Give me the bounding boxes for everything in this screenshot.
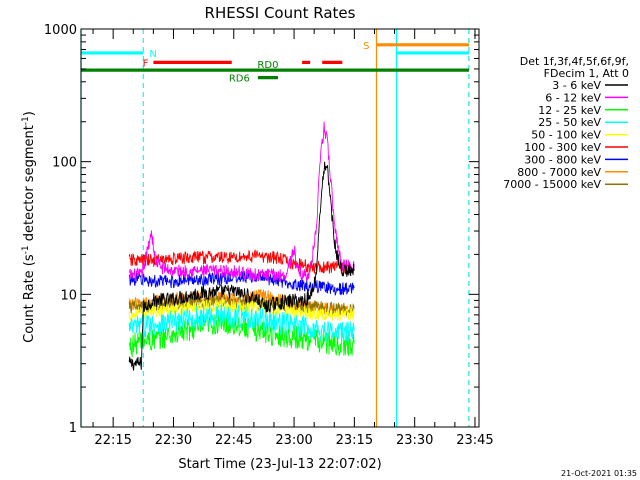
legend-label-100-300-kev: 100 - 300 keV	[524, 141, 601, 154]
plot-area	[80, 29, 470, 427]
y-label-part-3: )	[22, 111, 37, 116]
x-tick-label-23-45: 23:45	[456, 433, 493, 448]
flag-label-f: F	[143, 58, 149, 69]
series-line-25-50-kev	[128, 302, 355, 343]
x-axis-label: Start Time (23-Jul-13 22:07:02)	[178, 457, 381, 472]
chart-title: RHESSI Count Rates	[205, 4, 356, 22]
y-tick-label-100: 100	[52, 156, 77, 171]
y-label-sup-2: -1	[21, 116, 31, 125]
legend-header-line-2: FDecim 1, Att 0	[544, 67, 629, 80]
flag-label-rd6: RD6	[229, 74, 250, 85]
series-line-6-12-kev	[128, 121, 355, 282]
y-tick-label-10: 10	[60, 288, 77, 303]
legend-label-25-50-kev: 25 - 50 keV	[538, 116, 601, 129]
x-tick-label-23-30: 23:30	[396, 433, 433, 448]
series-line-7000-15000-kev	[128, 294, 355, 317]
y-label-part-1: Count Rate (s	[22, 254, 37, 343]
legend-label-6-12-kev: 6 - 12 keV	[545, 91, 601, 104]
x-tick-label-22-30: 22:30	[155, 433, 192, 448]
x-tick-label-22-45: 22:45	[215, 433, 252, 448]
flag-bars: N S F RD0 RD6	[81, 41, 469, 85]
flag-label-rd0: RD0	[257, 60, 278, 71]
legend: Det 1f,3f,4f,5f,6f,9f, FDecim 1, Att 0 3…	[503, 55, 629, 191]
x-tick-label-23-00: 23:00	[275, 433, 312, 448]
flag-label-n: N	[149, 49, 156, 60]
y-tick-label-1000: 1000	[44, 23, 77, 38]
legend-label-300-800-kev: 300 - 800 keV	[524, 153, 601, 166]
flag-label-s: S	[363, 41, 369, 52]
legend-label-3-6-kev: 3 - 6 keV	[552, 79, 601, 92]
axes: 1 10 100 1000 22:15 22:30 22:45 23:00 23:15 23:30…	[44, 23, 494, 448]
legend-label-7000-15000-kev: 7000 - 15000 keV	[503, 178, 601, 191]
footer-timestamp: 21-Oct-2021 01:35	[561, 469, 637, 478]
legend-label-50-100-kev: 50 - 100 keV	[531, 129, 601, 142]
series-line-12-25-kev	[128, 311, 355, 358]
y-label-part-2: detector segment	[22, 125, 37, 245]
series-line-3-6-kev	[128, 161, 355, 371]
legend-label-12-25-kev: 12 - 25 keV	[538, 104, 601, 117]
x-tick-label-23-15: 23:15	[336, 433, 373, 448]
x-tick-label-22-15: 22:15	[94, 433, 131, 448]
y-label-sup-1: -1	[21, 245, 31, 254]
y-tick-label-1: 1	[69, 421, 77, 436]
plot-frame	[80, 28, 480, 428]
legend-label-800-7000-kev: 800 - 7000 keV	[517, 166, 601, 179]
legend-header-line-1: Det 1f,3f,4f,5f,6f,9f,	[520, 55, 629, 68]
y-axis-label: Count Rate (s-1 detector segment-1)	[21, 111, 37, 343]
